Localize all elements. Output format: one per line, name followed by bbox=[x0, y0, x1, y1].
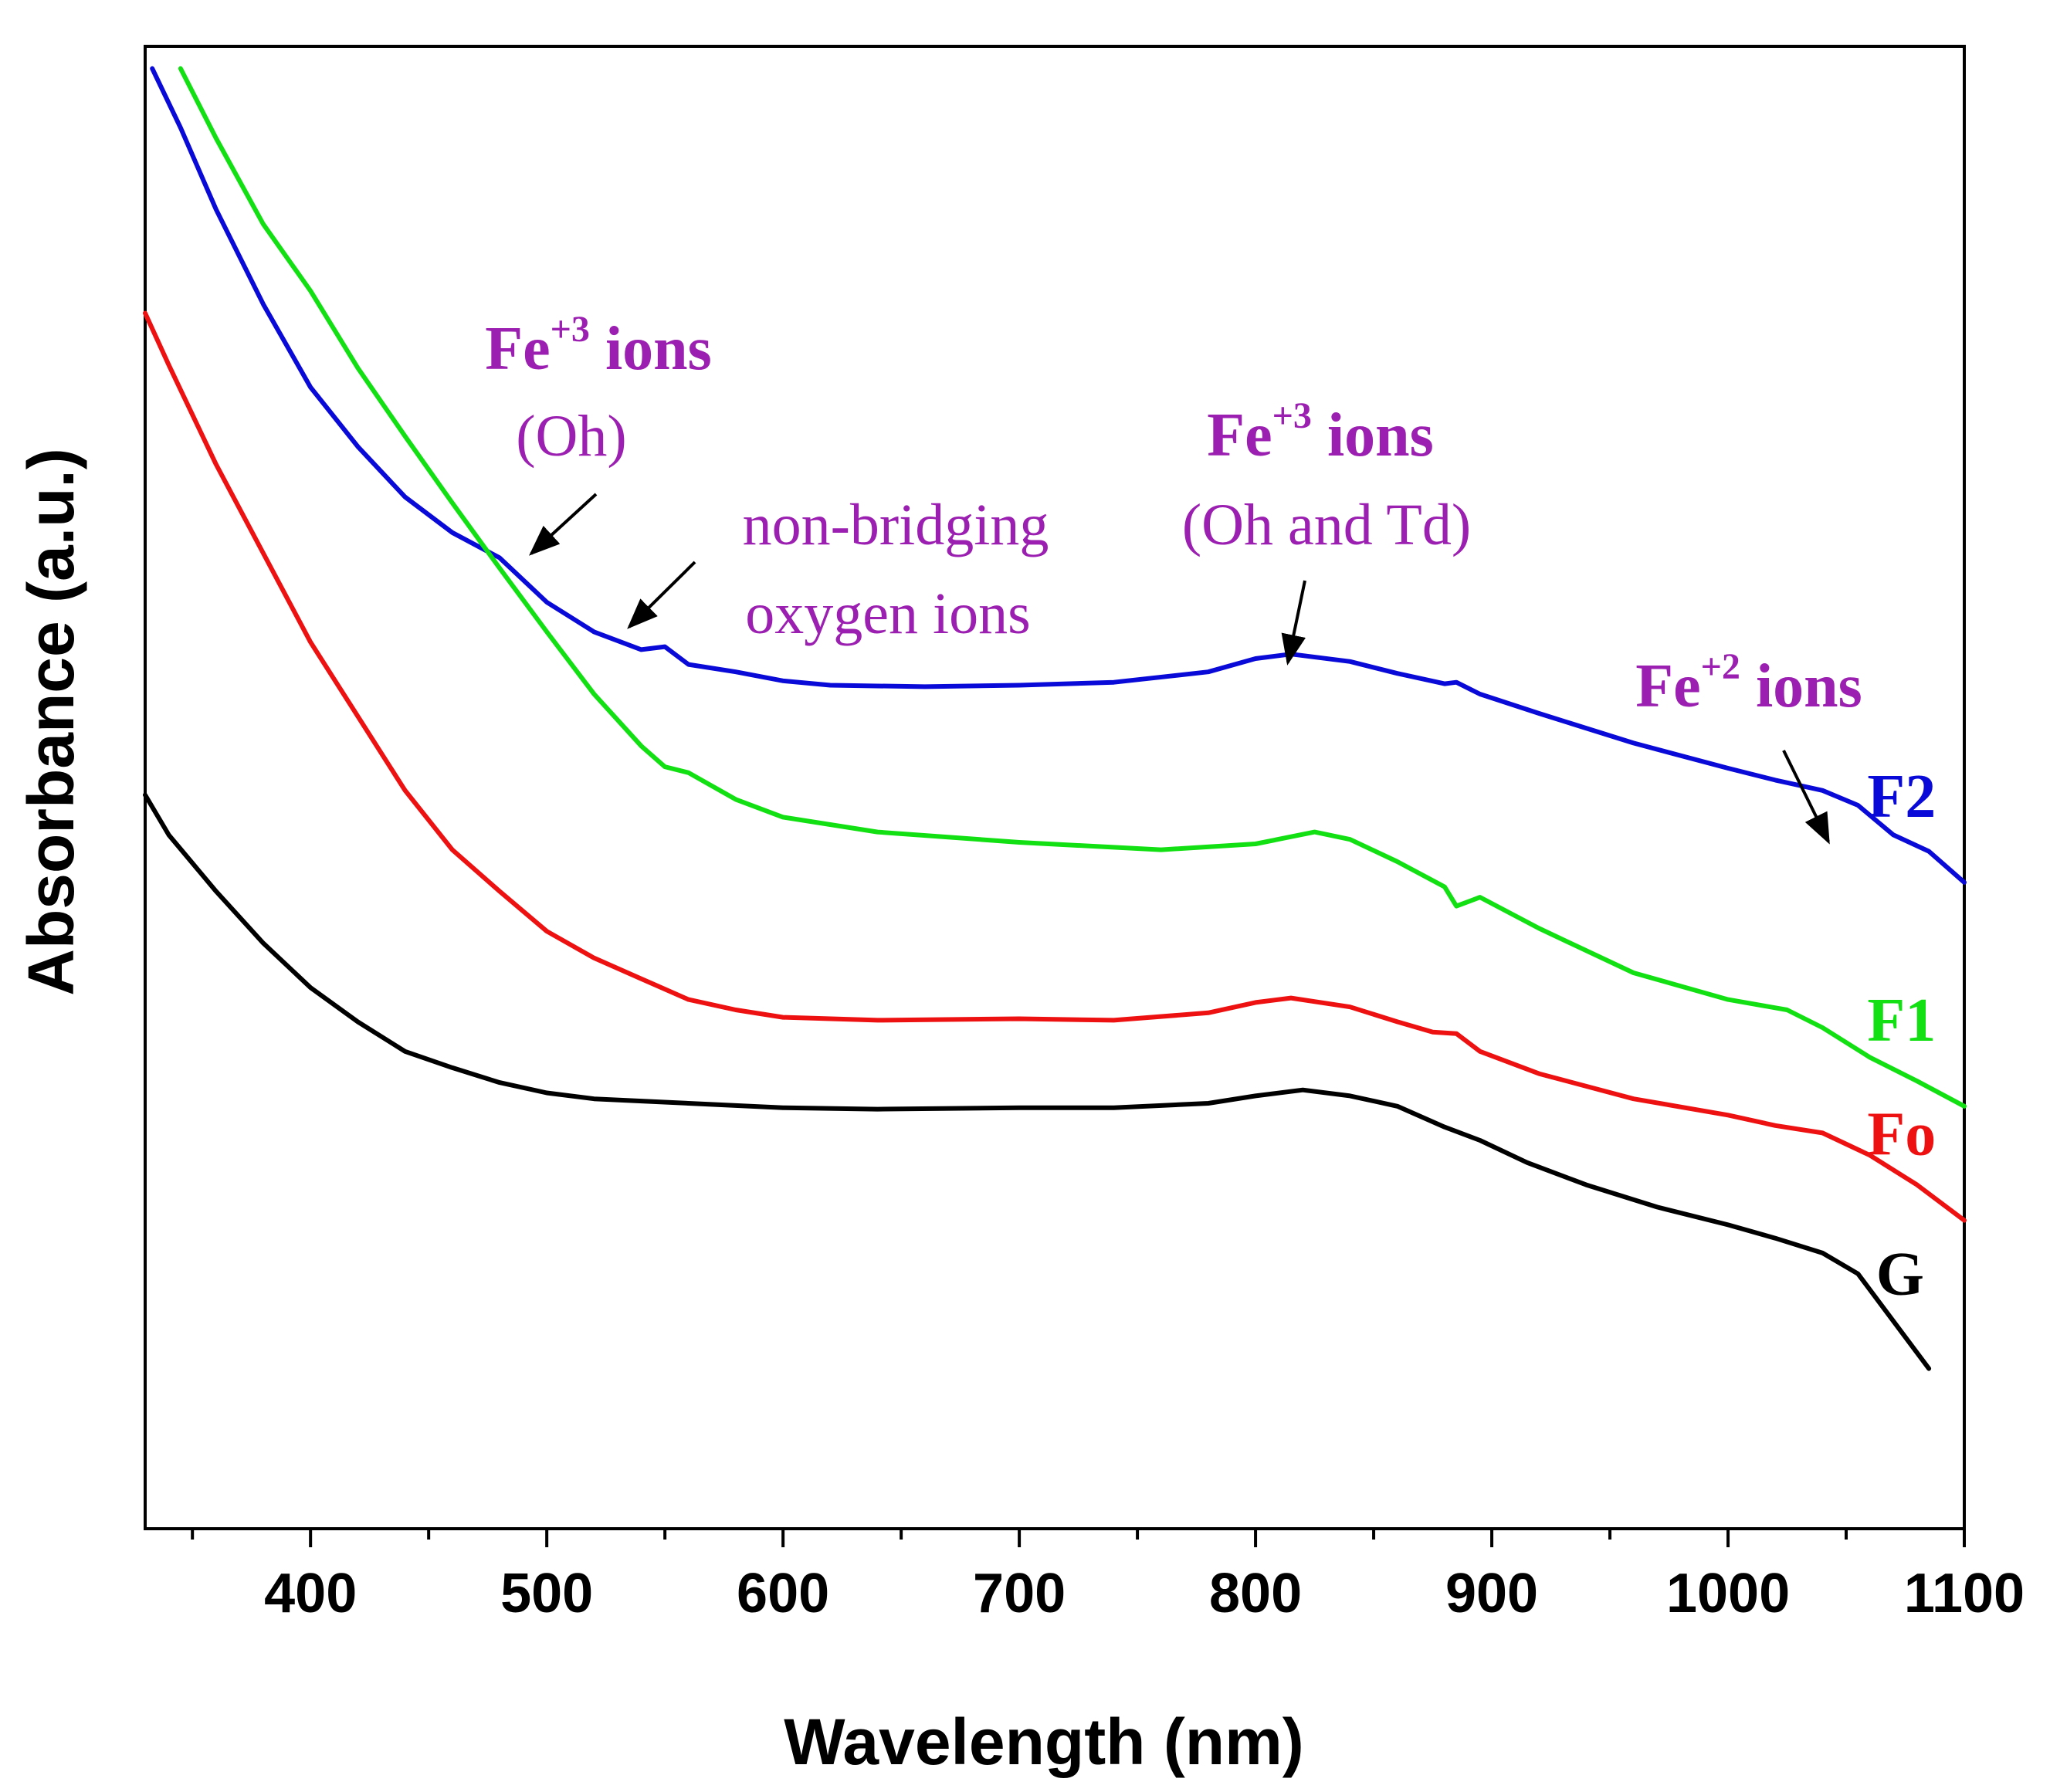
annotation-fe3-ohtd-base: Fe bbox=[1207, 401, 1272, 469]
annotation-fe3-oh-tail: ions bbox=[590, 315, 712, 383]
annotation-nbo-arrow bbox=[627, 561, 696, 629]
series-labels: F2 F1 Fo G bbox=[1867, 763, 1936, 1309]
axis-ticks bbox=[191, 1529, 1966, 1547]
x-tick-label: 500 bbox=[500, 1563, 593, 1624]
x-tick-label: 1100 bbox=[1904, 1563, 2025, 1624]
annotation-fe3-oh-line2: (Oh) bbox=[516, 404, 627, 469]
series-label-fo: Fo bbox=[1867, 1101, 1936, 1169]
annotation-fe2-base: Fe bbox=[1635, 652, 1700, 720]
annotation-nbo-line2: oxygen ions bbox=[745, 581, 1030, 646]
annotation-fe2-sup: +2 bbox=[1701, 646, 1740, 687]
annotation-fe3-oh: Fe+3 ions (Oh) bbox=[485, 309, 712, 556]
x-tick-label: 400 bbox=[264, 1563, 357, 1624]
series-line-f1 bbox=[178, 66, 1967, 1109]
series-line-g bbox=[143, 792, 1932, 1371]
annotation-fe3-oh-base: Fe bbox=[485, 315, 550, 383]
annotation-nbo: non-bridging oxygen ions bbox=[627, 493, 1049, 646]
annotation-fe2: Fe+2 ions bbox=[1635, 646, 1862, 845]
series-line-f2 bbox=[150, 66, 1967, 885]
annotation-fe2-tail: ions bbox=[1740, 652, 1862, 720]
annotation-fe3-ohtd-arrow bbox=[1281, 580, 1306, 666]
x-tick-labels: 400 500 600 700 800 900 1000 1100 bbox=[264, 1563, 2025, 1624]
x-tick-label: 800 bbox=[1209, 1563, 1302, 1624]
svg-text:Fe+2 ions: Fe+2 ions bbox=[1635, 646, 1862, 720]
annotation-fe3-oh-arrow bbox=[529, 493, 598, 556]
y-axis-title: Absorbance (a.u.) bbox=[15, 448, 87, 995]
annotation-nbo-line1: non-bridging bbox=[743, 493, 1049, 557]
annotation-fe3-ohtd-tail: ions bbox=[1312, 401, 1434, 469]
series-label-f1: F1 bbox=[1867, 987, 1936, 1055]
annotation-fe3-ohtd: Fe+3 ions (Oh and Td) bbox=[1182, 395, 1471, 666]
annotation-fe2-arrow bbox=[1782, 750, 1830, 845]
x-tick-label: 900 bbox=[1445, 1563, 1538, 1624]
svg-text:Fe+3 ions: Fe+3 ions bbox=[485, 309, 712, 383]
annotation-fe3-oh-sup: +3 bbox=[551, 309, 590, 350]
annotation-fe3-ohtd-line2: (Oh and Td) bbox=[1182, 493, 1471, 557]
x-tick-label: 600 bbox=[737, 1563, 829, 1624]
annotation-fe3-ohtd-sup: +3 bbox=[1272, 395, 1312, 436]
series-label-f2: F2 bbox=[1867, 763, 1936, 831]
x-tick-label: 700 bbox=[973, 1563, 1066, 1624]
x-axis-title: Wavelength (nm) bbox=[784, 1706, 1304, 1778]
plot-frame bbox=[144, 45, 1966, 1530]
svg-text:Fe+3 ions: Fe+3 ions bbox=[1207, 395, 1434, 469]
x-tick-label: 1000 bbox=[1666, 1563, 1790, 1624]
series-lines bbox=[143, 66, 1967, 1371]
series-line-fo bbox=[143, 310, 1967, 1223]
series-label-g: G bbox=[1876, 1241, 1924, 1309]
